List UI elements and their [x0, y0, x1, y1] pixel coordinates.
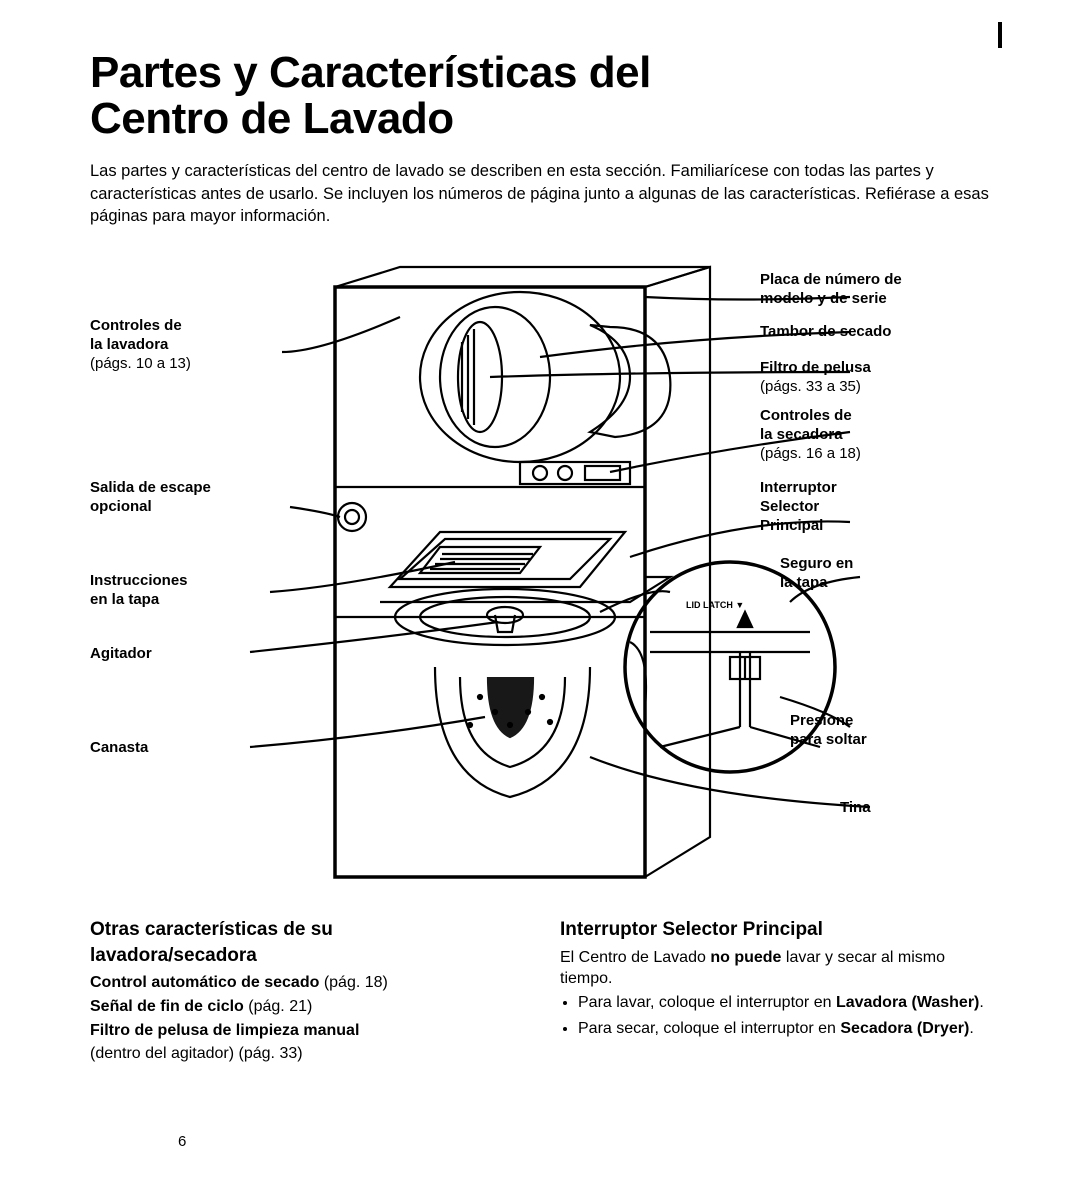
- lid-latch-text: LID LATCH ▼: [686, 600, 744, 610]
- right-p1: El Centro de Lavado no puede lavar y sec…: [560, 947, 990, 990]
- title-line2: Centro de Lavado: [90, 94, 454, 143]
- left-col-title: Otras características de su lavadora/sec…: [90, 917, 520, 968]
- label-tina: Tina: [840, 799, 871, 818]
- left-line1: Control automático de secado (pág. 18): [90, 972, 520, 994]
- label-seguro: Seguro en la tapa: [780, 555, 853, 593]
- left-line4: (dentro del agitador) (pág. 33): [90, 1043, 520, 1065]
- col-left: Otras características de su lavadora/sec…: [90, 917, 520, 1067]
- right-bullet-1: Para lavar, coloque el interruptor en La…: [578, 992, 990, 1014]
- label-controles-lavadora: Controles de la lavadora (págs. 10 a 13): [90, 317, 191, 373]
- label-salida-escape: Salida de escape opcional: [90, 479, 211, 517]
- page-title: Partes y Características del Centro de L…: [90, 50, 990, 142]
- right-col-title: Interruptor Selector Principal: [560, 917, 990, 943]
- label-instrucciones: Instrucciones en la tapa: [90, 572, 188, 610]
- intro-paragraph: Las partes y características del centro …: [90, 160, 990, 227]
- page-number: 6: [178, 1133, 186, 1150]
- left-line2: Señal de fin de ciclo (pág. 21): [90, 996, 520, 1018]
- label-agitador: Agitador: [90, 645, 152, 664]
- label-presione: Presione para soltar: [790, 712, 867, 750]
- right-bullet-2: Para secar, coloque el interruptor en Se…: [578, 1018, 990, 1040]
- bottom-columns: Otras características de su lavadora/sec…: [90, 917, 990, 1067]
- col-right: Interruptor Selector Principal El Centro…: [560, 917, 990, 1067]
- right-bullets: Para lavar, coloque el interruptor en La…: [560, 992, 990, 1039]
- label-interruptor: Interruptor Selector Principal: [760, 479, 837, 535]
- page-mark: [998, 22, 1002, 48]
- label-tambor: Tambor de secado: [760, 323, 891, 342]
- label-placa: Placa de número de modelo y de serie: [760, 271, 902, 309]
- label-controles-secadora: Controles de la secadora (págs. 16 a 18): [760, 407, 861, 463]
- parts-diagram: Controles de la lavadora (págs. 10 a 13)…: [90, 257, 990, 897]
- label-filtro: Filtro de pelusa (págs. 33 a 35): [760, 359, 871, 397]
- title-line1: Partes y Características del: [90, 48, 651, 97]
- left-line3: Filtro de pelusa de limpieza manual: [90, 1020, 520, 1042]
- label-canasta: Canasta: [90, 739, 148, 758]
